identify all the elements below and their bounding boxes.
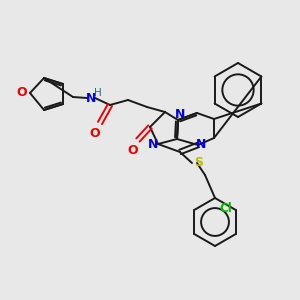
Text: S: S — [194, 157, 203, 169]
Text: N: N — [148, 137, 158, 151]
Text: N: N — [86, 92, 96, 104]
Text: Cl: Cl — [219, 202, 232, 214]
Text: O: O — [16, 86, 27, 100]
Text: N: N — [196, 139, 206, 152]
Text: H: H — [94, 88, 102, 98]
Text: N: N — [175, 109, 185, 122]
Text: O: O — [90, 127, 100, 140]
Text: O: O — [128, 144, 138, 157]
